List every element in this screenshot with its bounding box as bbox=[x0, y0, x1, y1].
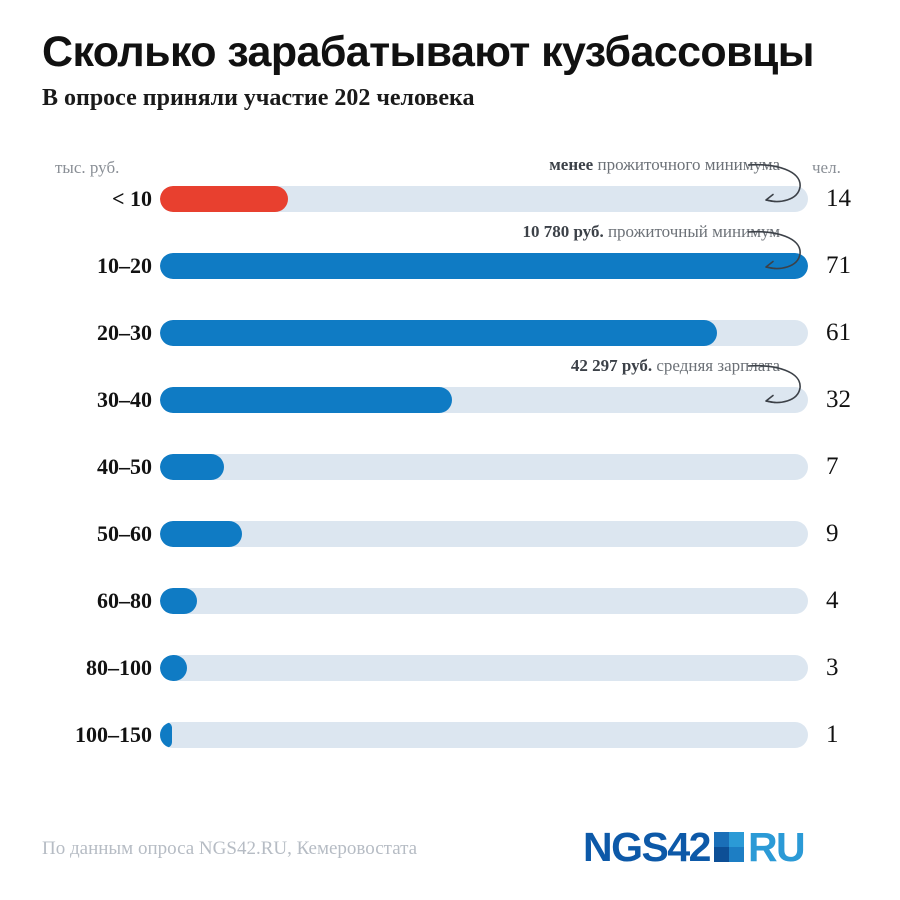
annotation-emphasis: 42 297 руб. bbox=[570, 356, 653, 375]
annotation-text: прожиточного минимума bbox=[593, 155, 780, 174]
column-header-people: чел. bbox=[812, 158, 841, 177]
annotation-text: прожиточный минимум bbox=[603, 222, 780, 241]
row-value: 71 bbox=[826, 252, 851, 279]
header: Сколько зарабатывают кузбассовцы В опрос… bbox=[42, 26, 862, 113]
annotation-emphasis: 10 780 руб. bbox=[522, 222, 604, 241]
bar-track bbox=[160, 454, 808, 480]
bar-fill bbox=[160, 655, 187, 681]
row-label: 100–150 bbox=[75, 722, 152, 747]
bar-fill bbox=[160, 253, 808, 279]
page-title: Сколько зарабатывают кузбассовцы bbox=[42, 28, 814, 76]
chart-row: 10–20 71 bbox=[0, 253, 900, 320]
chart-row: 100–150 1 bbox=[0, 722, 900, 789]
row-value: 9 bbox=[826, 520, 839, 547]
page-subtitle: В опросе приняли участие 202 человека bbox=[42, 85, 475, 111]
bar-chart: < 10 14 10–20 71 20–30 61 30–40 32 40–50 7 50–60 9 6… bbox=[0, 186, 900, 789]
bar-fill bbox=[160, 320, 717, 346]
chart-row: 80–100 3 bbox=[0, 655, 900, 722]
column-header-thousands-rub: тыс. руб. bbox=[55, 158, 120, 177]
bar-fill bbox=[160, 454, 224, 480]
row-label: < 10 bbox=[111, 186, 152, 211]
row-value: 1 bbox=[826, 721, 839, 748]
row-label: 30–40 bbox=[97, 387, 152, 412]
bar-track bbox=[160, 588, 808, 614]
bar-fill bbox=[160, 722, 172, 748]
annotation-emphasis: менее bbox=[549, 155, 594, 174]
row-value: 61 bbox=[826, 319, 851, 346]
row-value: 32 bbox=[826, 386, 851, 413]
row-value: 7 bbox=[826, 453, 839, 480]
row-label: 20–30 bbox=[97, 320, 152, 345]
bar-track bbox=[160, 186, 808, 212]
row-label: 50–60 bbox=[97, 521, 152, 546]
row-value: 4 bbox=[826, 587, 839, 614]
logo-ngs-text: NGS42 bbox=[583, 824, 711, 870]
source-note: По данным опроса NGS42.RU, Кемеровостата bbox=[42, 838, 418, 859]
annotation-text: средняя зарплата bbox=[652, 356, 780, 375]
logo-ru-text: RU bbox=[747, 824, 806, 870]
row-value: 14 bbox=[826, 185, 851, 212]
bar-track bbox=[160, 253, 808, 279]
chart-row: 60–80 4 bbox=[0, 588, 900, 655]
logo-squares-icon bbox=[713, 832, 744, 862]
chart-row: < 10 14 bbox=[0, 186, 900, 253]
chart-row: 50–60 9 bbox=[0, 521, 900, 588]
bar-track bbox=[160, 655, 808, 681]
ngs42-logo[interactable]: NGS42 RU bbox=[583, 824, 806, 870]
bar-track bbox=[160, 722, 808, 748]
chart-annotation: 10 780 руб. прожиточный минимум bbox=[0, 222, 780, 242]
chart-annotation: 42 297 руб. средняя зарплата bbox=[0, 356, 780, 376]
bar-fill bbox=[160, 186, 288, 212]
chart-annotation: менее прожиточного минимума bbox=[0, 155, 780, 175]
row-label: 80–100 bbox=[86, 655, 152, 680]
row-label: 10–20 bbox=[97, 253, 152, 278]
bar-fill bbox=[160, 588, 197, 614]
row-label: 40–50 bbox=[97, 454, 152, 479]
chart-row: 20–30 61 bbox=[0, 320, 900, 387]
row-label: 60–80 bbox=[97, 588, 152, 613]
bar-track bbox=[160, 387, 808, 413]
chart-row: 30–40 32 bbox=[0, 387, 900, 454]
row-value: 3 bbox=[826, 654, 839, 681]
bar-track bbox=[160, 320, 808, 346]
bar-fill bbox=[160, 521, 242, 547]
bar-fill bbox=[160, 387, 452, 413]
chart-row: 40–50 7 bbox=[0, 454, 900, 521]
bar-track bbox=[160, 521, 808, 547]
